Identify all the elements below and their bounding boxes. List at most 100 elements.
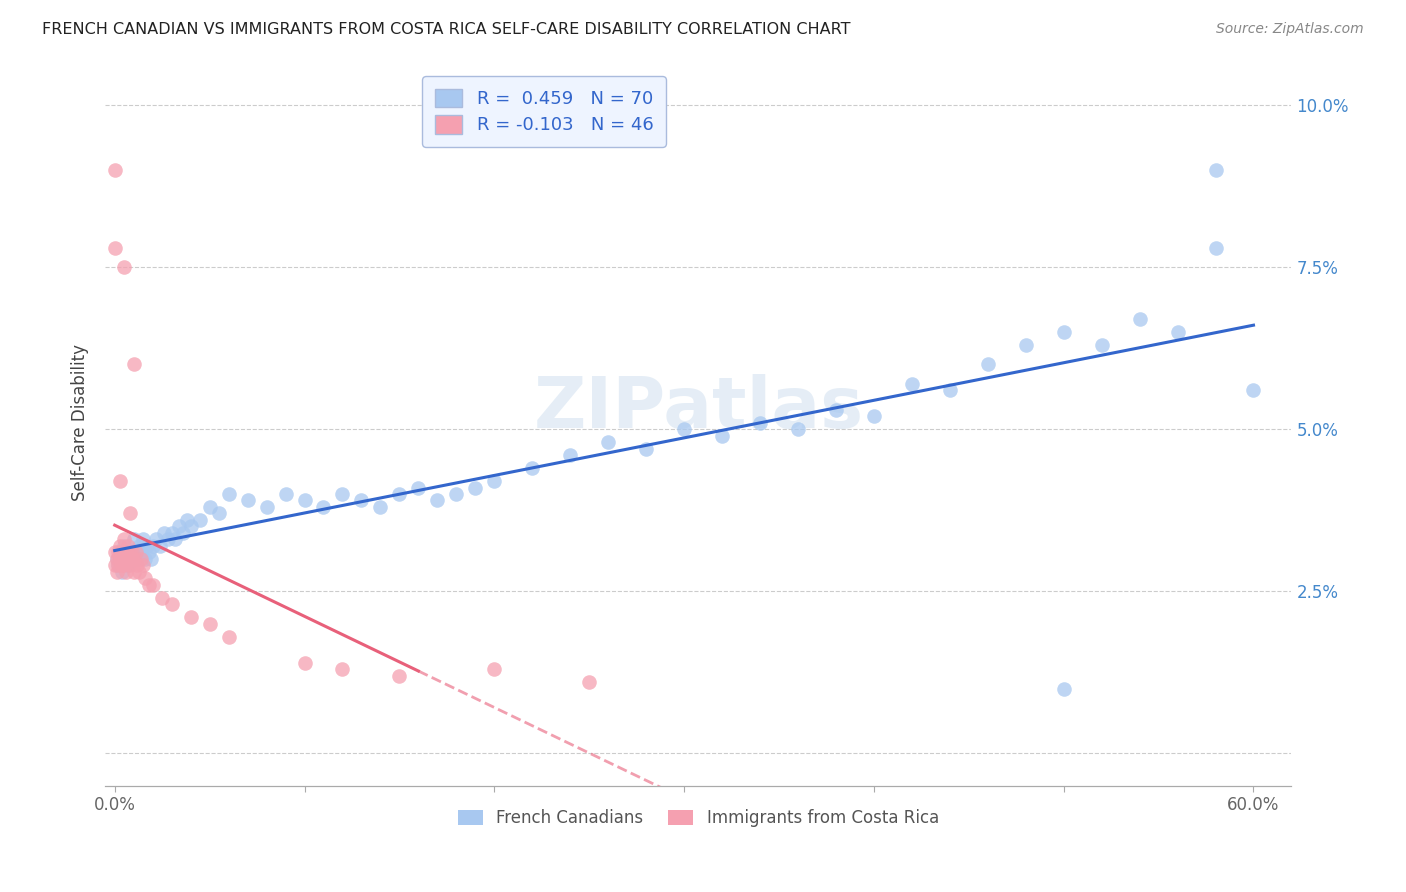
Point: [121, 552, 143, 566]
Text: Source: ZipAtlas.com: Source: ZipAtlas.com: [1216, 22, 1364, 37]
Point: [105, 552, 128, 566]
Point: [124, 545, 146, 559]
Point: [122, 533, 145, 547]
Point: [129, 545, 152, 559]
Point: [112, 533, 135, 547]
Point: [104, 241, 127, 255]
Point: [711, 428, 734, 442]
Point: [138, 545, 160, 559]
Point: [149, 539, 172, 553]
Point: [388, 487, 411, 501]
Point: [115, 565, 138, 579]
Point: [110, 552, 132, 566]
Point: [104, 162, 127, 177]
Point: [180, 519, 202, 533]
Point: [121, 545, 143, 559]
Point: [256, 500, 278, 514]
Point: [142, 539, 165, 553]
Point: [110, 539, 132, 553]
Point: [129, 552, 152, 566]
Point: [578, 675, 600, 690]
Point: [464, 481, 486, 495]
Point: [977, 357, 1000, 371]
Point: [111, 545, 134, 559]
Point: [176, 513, 198, 527]
Point: [118, 558, 141, 573]
Point: [1205, 241, 1227, 255]
Point: [294, 656, 316, 670]
Point: [118, 507, 141, 521]
Text: FRENCH CANADIAN VS IMMIGRANTS FROM COSTA RICA SELF-CARE DISABILITY CORRELATION C: FRENCH CANADIAN VS IMMIGRANTS FROM COSTA…: [42, 22, 851, 37]
Point: [160, 525, 183, 540]
Point: [218, 630, 240, 644]
Point: [160, 597, 183, 611]
Point: [636, 442, 658, 456]
Point: [198, 616, 221, 631]
Point: [236, 493, 259, 508]
Point: [1053, 681, 1076, 696]
Point: [446, 487, 468, 501]
Point: [107, 558, 129, 573]
Point: [274, 487, 297, 501]
Point: [167, 519, 190, 533]
Point: [111, 565, 134, 579]
Point: [128, 565, 150, 579]
Point: [825, 402, 848, 417]
Point: [522, 461, 544, 475]
Point: [136, 539, 159, 553]
Point: [132, 558, 155, 573]
Point: [104, 545, 127, 559]
Text: ZIPatlas: ZIPatlas: [533, 374, 863, 442]
Point: [901, 376, 924, 391]
Point: [134, 552, 156, 566]
Point: [121, 552, 143, 566]
Point: [105, 565, 128, 579]
Point: [426, 493, 449, 508]
Point: [188, 513, 211, 527]
Point: [128, 539, 150, 553]
Point: [124, 545, 146, 559]
Point: [350, 493, 373, 508]
Point: [172, 525, 194, 540]
Point: [165, 533, 187, 547]
Point: [1167, 325, 1189, 339]
Point: [1243, 384, 1265, 398]
Point: [208, 507, 231, 521]
Point: [104, 558, 127, 573]
Point: [122, 357, 145, 371]
Point: [122, 552, 145, 566]
Point: [180, 610, 202, 624]
Point: [142, 578, 165, 592]
Point: [294, 493, 316, 508]
Point: [312, 500, 335, 514]
Point: [117, 539, 139, 553]
Point: [127, 558, 149, 573]
Point: [110, 545, 132, 559]
Point: [939, 384, 962, 398]
Point: [332, 487, 354, 501]
Point: [1091, 338, 1114, 352]
Point: [370, 500, 392, 514]
Point: [115, 545, 138, 559]
Point: [1205, 162, 1227, 177]
Point: [112, 558, 135, 573]
Point: [139, 552, 162, 566]
Point: [117, 558, 139, 573]
Point: [1129, 312, 1152, 326]
Point: [122, 565, 145, 579]
Point: [598, 435, 620, 450]
Point: [1015, 338, 1038, 352]
Point: [218, 487, 240, 501]
Point: [118, 545, 141, 559]
Point: [1053, 325, 1076, 339]
Point: [127, 552, 149, 566]
Point: [153, 525, 176, 540]
Point: [132, 533, 155, 547]
Point: [112, 260, 135, 274]
Point: [484, 474, 506, 488]
Point: [145, 533, 167, 547]
Point: [138, 578, 160, 592]
Point: [134, 571, 156, 585]
Point: [107, 558, 129, 573]
Point: [111, 558, 134, 573]
